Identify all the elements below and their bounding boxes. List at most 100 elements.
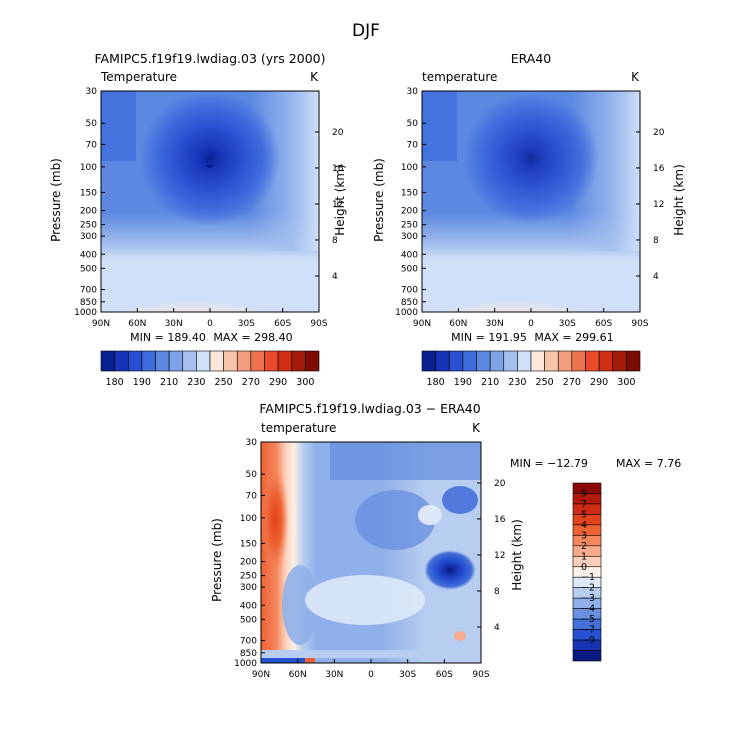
panel-title: FAMIPC5.f19f19.lwdiag.03 − ERA40 — [259, 401, 480, 416]
colorbar-swatch — [223, 350, 238, 372]
x-tick-label: 60N — [128, 319, 146, 329]
y-tick-label: 500 — [80, 264, 97, 274]
x-tick-label: 30S — [238, 319, 255, 329]
y-tick-label: 250 — [401, 221, 418, 231]
colorbar: 180 190 210 230 250 270 290 300 — [421, 350, 641, 388]
colorbar-swatch — [572, 650, 602, 662]
colorbar-label: 7 — [581, 499, 587, 510]
colorbar-label: 210 — [481, 377, 499, 388]
colorbar-swatch — [598, 350, 614, 372]
colorbar-swatch — [250, 350, 265, 372]
panel-subtitle: temperature — [261, 421, 336, 435]
y-tick-label: 850 — [240, 649, 257, 659]
x-tick-label: 60N — [289, 670, 307, 680]
max-label: MAX = 298.40 — [213, 331, 292, 344]
x-tick-label: 60S — [595, 319, 612, 329]
colorbar-label: 190 — [454, 377, 472, 388]
latitude-ticks: 90N 60N 30N 0 30S 60S 90S — [413, 308, 649, 329]
x-tick-label: 60S — [274, 319, 291, 329]
min-label: MIN = 191.95 — [451, 331, 527, 344]
y-axis-label: Pressure (mb) — [49, 158, 63, 242]
colorbar-label: 300 — [617, 377, 635, 388]
y2-tick-label: 20 — [332, 128, 344, 138]
max-label: MAX = 7.76 — [616, 457, 681, 470]
y-tick-label: 100 — [401, 163, 418, 173]
colorbar-swatch — [168, 350, 184, 372]
y-tick-label: 500 — [401, 264, 418, 274]
colorbar-swatch — [209, 350, 224, 372]
colorbar-swatch — [141, 350, 156, 372]
y-tick-label: 70 — [407, 140, 419, 150]
colorbar-swatch — [182, 350, 197, 372]
max-label: MAX = 299.61 — [534, 331, 613, 344]
colorbar-label: 3 — [581, 530, 587, 541]
colorbar-label: 1 — [581, 551, 587, 562]
colorbar-label: 230 — [187, 377, 205, 388]
contour-field — [101, 91, 319, 312]
x-tick-label: 90N — [92, 319, 110, 329]
contour-field — [261, 442, 481, 663]
y-tick-label: 1000 — [234, 659, 257, 669]
y-tick-label: 200 — [401, 207, 418, 217]
x-tick-label: 90S — [631, 319, 648, 329]
y2-tick-label: 12 — [494, 551, 505, 561]
colorbar-swatch — [530, 350, 545, 372]
colorbar-swatch — [489, 350, 505, 372]
y2-tick-label: 8 — [332, 236, 338, 246]
y-tick-label: 30 — [246, 438, 258, 448]
y-tick-label: 850 — [80, 298, 97, 308]
y-tick-label: 700 — [80, 286, 97, 296]
y-tick-label: 70 — [86, 140, 98, 150]
y2-tick-label: 16 — [494, 515, 506, 525]
colorbar-swatch — [626, 350, 641, 372]
colorbar-swatch — [264, 350, 279, 372]
y2-axis-label: Height (km) — [672, 164, 686, 235]
colorbar-label: 230 — [508, 377, 526, 388]
panel-units: K — [631, 70, 640, 84]
y-tick-label: 400 — [240, 601, 257, 611]
colorbar: 180 190 210 230 250 270 290 300 — [100, 350, 320, 388]
y-tick-label: 100 — [240, 514, 257, 524]
colorbar-swatch — [544, 350, 559, 372]
colorbar-label: 270 — [563, 377, 581, 388]
latitude-ticks: 90N 60N 30N 0 30S 60S 90S — [252, 659, 490, 680]
colorbar-label: 290 — [590, 377, 608, 388]
x-tick-label: 30S — [399, 670, 416, 680]
colorbar-label: 210 — [160, 377, 178, 388]
y2-tick-label: 4 — [332, 272, 338, 282]
colorbar-swatch — [114, 350, 129, 372]
y-tick-label: 400 — [80, 250, 97, 260]
colorbar-swatch — [503, 350, 518, 372]
y-tick-label: 50 — [86, 119, 98, 129]
colorbar-label: 2 — [581, 541, 587, 552]
colorbar-swatch — [585, 350, 600, 372]
colorbar-label: 180 — [106, 377, 124, 388]
min-label: MIN = 189.40 — [130, 331, 206, 344]
latitude-ticks: 90N 60N 30N 0 30S 60S 90S — [92, 308, 328, 329]
colorbar-label: 9 — [581, 488, 587, 499]
colorbar-label: −9 — [581, 635, 595, 646]
panel-difference: FAMIPC5.f19f19.lwdiag.03 − ERA40 tempera… — [210, 401, 681, 680]
colorbar-swatch — [435, 350, 450, 372]
colorbar-label: −3 — [581, 593, 595, 604]
colorbar-swatch — [236, 350, 252, 372]
colorbar-label: −1 — [581, 572, 595, 583]
panel-units: K — [472, 421, 481, 435]
panel-units: K — [310, 70, 319, 84]
colorbar-label: −5 — [581, 614, 595, 625]
x-tick-label: 0 — [207, 319, 213, 329]
colorbar-label: 0 — [581, 562, 587, 573]
y2-tick-label: 12 — [332, 200, 343, 210]
colorbar-label: 290 — [269, 377, 287, 388]
panel-title: FAMIPC5.f19f19.lwdiag.03 (yrs 2000) — [95, 51, 326, 66]
y2-tick-label: 16 — [332, 164, 344, 174]
y-tick-label: 200 — [240, 558, 257, 568]
colorbar-label: 190 — [133, 377, 151, 388]
x-tick-label: 30S — [559, 319, 576, 329]
colorbar-swatch — [305, 350, 320, 372]
y-tick-label: 50 — [407, 119, 419, 129]
